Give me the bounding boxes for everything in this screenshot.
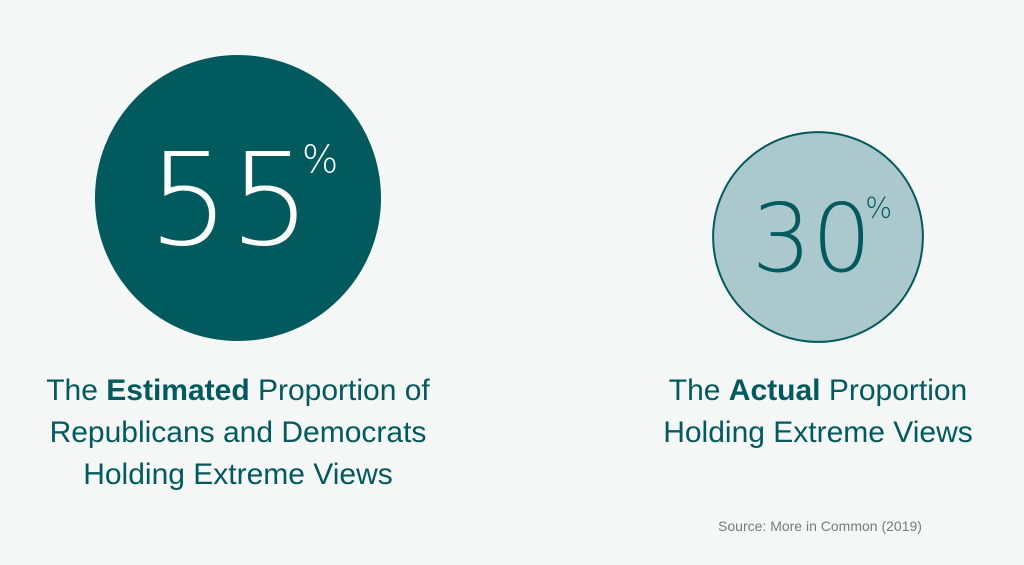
category-text: Proportion Holding Extreme Views [663, 374, 973, 449]
bubble [94, 54, 382, 342]
bubble [712, 131, 924, 343]
unit-label: % [302, 137, 338, 182]
category-emphasis: Estimated [106, 374, 250, 407]
category-text: The [668, 374, 729, 407]
source-note: Source: More in Common (2019) [718, 518, 922, 534]
unit-label: % [865, 192, 892, 225]
value-label: 55 [148, 126, 311, 275]
value-label: 30 [752, 184, 872, 294]
category-emphasis: Actual [728, 374, 821, 407]
category-label: The Actual Proportion Holding Extreme Vi… [628, 370, 1008, 454]
category-text: The [46, 374, 107, 407]
category-label: The Estimated Proportion of Republicans … [13, 370, 463, 496]
category-text: Proportion of Republicans and Democrats … [49, 374, 430, 491]
